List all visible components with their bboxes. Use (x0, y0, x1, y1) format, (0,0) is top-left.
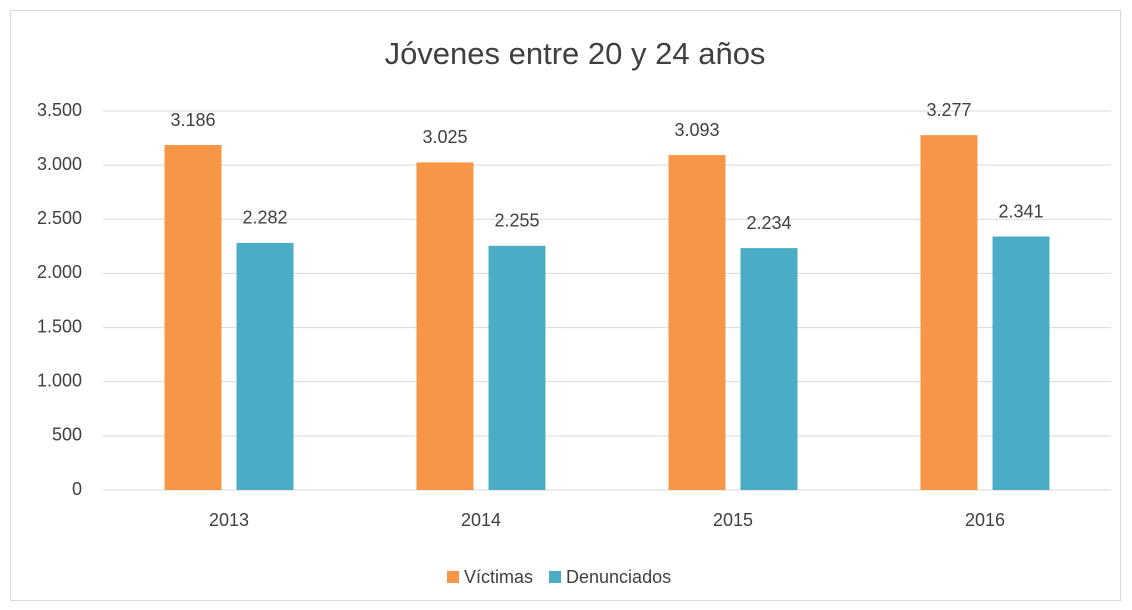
bar (236, 242, 294, 490)
data-label: 2.234 (746, 213, 791, 233)
data-label: 3.186 (170, 110, 215, 130)
bar (668, 155, 726, 491)
bar (740, 248, 798, 490)
x-tick-label: 2014 (461, 510, 501, 530)
y-tick-label: 2.000 (37, 262, 82, 282)
legend-label: Víctimas (464, 567, 533, 587)
bar (164, 145, 222, 490)
x-tick-label: 2013 (209, 510, 249, 530)
bar (992, 236, 1050, 490)
chart-title: Jóvenes entre 20 y 24 años (385, 36, 766, 71)
data-label: 3.093 (674, 120, 719, 140)
data-label: 2.255 (494, 211, 539, 231)
x-tick-label: 2015 (713, 510, 753, 530)
y-tick-label: 3.000 (37, 154, 82, 174)
y-tick-label: 0 (72, 479, 82, 499)
data-label: 3.277 (926, 100, 971, 120)
legend-swatch (549, 571, 562, 583)
legend-label: Denunciados (566, 567, 671, 587)
x-tick-label: 2016 (965, 510, 1005, 530)
data-label: 3.025 (422, 127, 467, 147)
data-label: 2.341 (998, 201, 1043, 221)
y-tick-label: 2.500 (37, 208, 82, 228)
y-tick-label: 1.000 (37, 370, 82, 390)
bar (488, 245, 546, 490)
legend-swatch (447, 571, 459, 583)
bar (920, 135, 978, 491)
data-label: 2.282 (242, 208, 287, 228)
y-tick-label: 500 (52, 425, 82, 445)
bar (416, 162, 474, 490)
y-tick-label: 3.500 (37, 100, 82, 120)
y-tick-label: 1.500 (37, 316, 82, 336)
